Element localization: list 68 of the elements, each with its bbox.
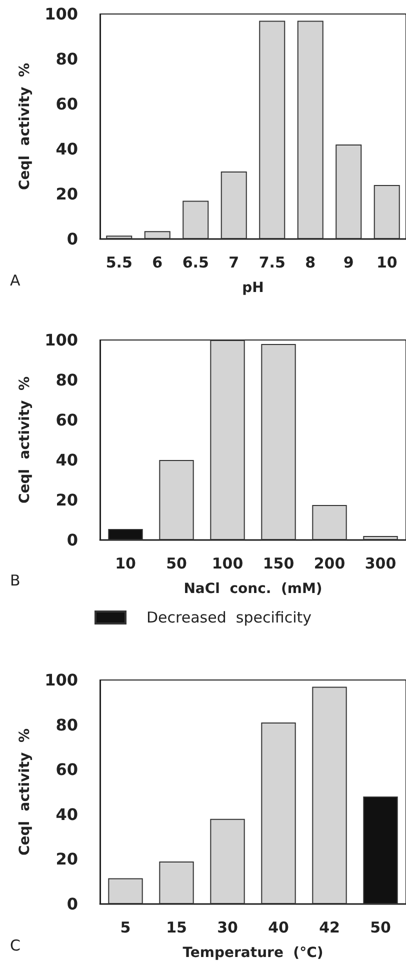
x-tick-label: 15: [166, 918, 187, 936]
y-tick-label: 0: [66, 230, 78, 248]
bar: [106, 236, 132, 239]
bar: [210, 818, 245, 904]
y-tick-label: 20: [56, 850, 78, 869]
x-tick-label: 50: [166, 554, 187, 572]
x-tick-label: 42: [319, 918, 340, 936]
x-tick-label: 5: [120, 918, 131, 936]
x-tick-label: 9: [343, 254, 354, 272]
legend-label: Decreased specificity: [146, 608, 312, 626]
x-axis-title: NaCl conc. (mM): [184, 581, 322, 597]
x-tick-label: 50: [370, 918, 391, 936]
x-tick-label: 7.5: [258, 254, 286, 272]
text: B: [10, 572, 20, 590]
x-tick-label: 300: [364, 554, 396, 572]
y-tick-label: 0: [66, 530, 78, 550]
text: A: [10, 272, 21, 290]
bar: [210, 340, 245, 540]
bar: [220, 172, 247, 239]
bar: [259, 20, 286, 239]
y-tick-label: 80: [56, 715, 78, 734]
y-tick-label: 60: [56, 94, 78, 114]
y-tick-label: 100: [44, 670, 78, 690]
x-tick-label: 10: [115, 554, 136, 572]
y-tick-label: 40: [56, 804, 78, 824]
x-tick-label: 7: [228, 254, 240, 272]
y-tick-label: 60: [56, 760, 78, 780]
y-tick-label: 80: [56, 370, 78, 390]
x-tick-label: 200: [314, 554, 346, 572]
bar: [159, 460, 194, 540]
y-tick-label: 40: [56, 140, 78, 158]
x-axis-title: Temperature (°C): [182, 945, 324, 961]
x-tick-label: 6: [152, 254, 163, 272]
x-tick-label: 150: [262, 554, 294, 572]
bar: [159, 861, 194, 904]
x-tick-label: 6.5: [182, 254, 209, 272]
x-tick-label: 10: [376, 254, 398, 272]
bar: [312, 505, 347, 540]
bar: [182, 200, 209, 239]
bar: [261, 722, 296, 904]
y-tick-label: 20: [56, 490, 78, 510]
bar: [261, 344, 296, 540]
x-axis-title: pH: [242, 280, 264, 296]
y-tick-label: 100: [44, 330, 78, 350]
y-tick-label: 0: [66, 894, 78, 914]
y-axis-title: Ceql activity %: [17, 62, 33, 190]
y-tick-label: 20: [56, 184, 78, 204]
x-tick-label: 100: [212, 554, 244, 572]
bar: [108, 529, 143, 540]
y-tick-label: 80: [56, 50, 78, 68]
bar: [363, 536, 398, 540]
bar: [336, 144, 362, 239]
y-tick-label: 60: [56, 410, 78, 430]
x-tick-label: 5.5: [106, 254, 132, 272]
bar: [108, 878, 143, 904]
bar: [374, 185, 400, 239]
bar: [144, 231, 170, 239]
x-tick-label: 8: [305, 254, 316, 272]
x-tick-label: 40: [268, 918, 289, 936]
text: C: [10, 936, 20, 954]
y-tick-label: 40: [56, 450, 78, 470]
bar: [363, 796, 398, 904]
bar: [312, 686, 347, 904]
bar: [297, 20, 324, 239]
x-tick-label: 30: [217, 918, 238, 936]
y-axis-title: Ceql activity %: [17, 728, 33, 856]
y-axis-title: Ceql activity %: [17, 376, 33, 504]
y-tick-label: 100: [44, 4, 78, 24]
